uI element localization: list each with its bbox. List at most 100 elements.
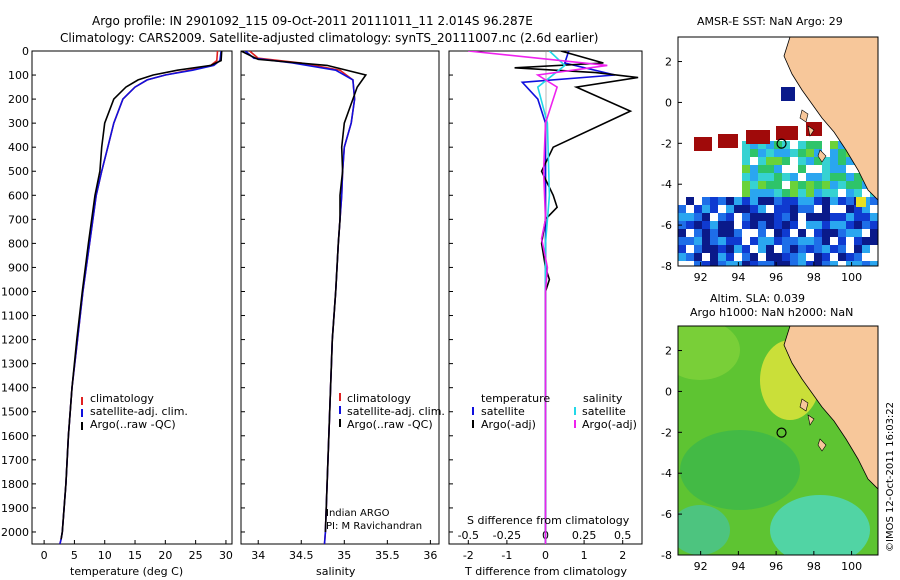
- sst-pixel: [710, 237, 718, 245]
- y-tick-label: 1300: [1, 358, 29, 371]
- sst-pixel: [678, 205, 686, 213]
- sst-pixel: [702, 213, 710, 221]
- legend-label-argo-s: Argo(..raw -QC): [347, 418, 433, 431]
- land-sumatra-altim: [783, 326, 878, 490]
- sst-pixel: [726, 205, 734, 213]
- sst-pixel: [758, 165, 766, 173]
- sst-pixel: [790, 181, 798, 189]
- sst-pixel: [822, 205, 830, 213]
- sst-pixel: [742, 245, 750, 253]
- sst-pixel: [742, 253, 750, 261]
- sst-pixel: [822, 245, 830, 253]
- sst-pixel: [838, 149, 846, 157]
- sst-pixel: [806, 157, 814, 165]
- sst-pixel: [702, 197, 710, 205]
- sst-pixel: [734, 197, 742, 205]
- sst-pixel: [758, 181, 766, 189]
- sst-pixel: [742, 141, 750, 149]
- sst-pixel: [862, 221, 870, 229]
- land-sumatra-sst: [783, 37, 878, 201]
- sst-pixel: [686, 213, 694, 221]
- sst-pixel: [790, 221, 798, 229]
- sst-pixel: [742, 157, 750, 165]
- salinity-panel: 34 34.5 35 35.5 36 salinity climatology sate…: [240, 50, 445, 578]
- sst-pixel: [798, 205, 806, 213]
- sst-pixel: [702, 221, 710, 229]
- legend-title-temperature: temperature: [481, 392, 550, 405]
- sst-pixel: [782, 149, 790, 157]
- sst-pixel: [774, 213, 782, 221]
- line-satellite-adj-clim-: [244, 51, 356, 544]
- sst-pixel: [774, 165, 782, 173]
- sst-pixel: [782, 261, 790, 266]
- map-x-tick-label: 100: [841, 271, 862, 284]
- sst-pixel: [766, 253, 774, 261]
- legend-label-s-argo: Argo(-adj): [582, 418, 637, 431]
- sst-pixel: [854, 229, 862, 237]
- salinity-lines: [241, 51, 368, 544]
- line-satellite-adj-clim-: [59, 51, 222, 544]
- sst-pixel: [742, 197, 750, 205]
- sst-pixel: [806, 237, 814, 245]
- map-y-tick-label: -8: [661, 260, 672, 273]
- sst-pixel: [758, 197, 766, 205]
- sst-pixel: [774, 261, 782, 266]
- sst-pixel: [718, 229, 726, 237]
- temperature-plot-frame: [31, 50, 233, 545]
- sst-pixel: [774, 197, 782, 205]
- sst-pixel: [782, 197, 790, 205]
- s-tick-label: 0.5: [614, 529, 632, 542]
- figure-title-line1: Argo profile: IN 2901092_115 09-Oct-2011…: [92, 14, 533, 28]
- sst-map-image: [678, 37, 878, 266]
- legend-label-satellite: satellite-adj. clim.: [90, 405, 188, 418]
- y-tick-label: 1900: [1, 502, 29, 515]
- legend-label-t-satellite: satellite: [481, 405, 525, 418]
- sst-pixel: [694, 237, 702, 245]
- sst-pixel: [742, 189, 750, 197]
- sst-pixel: [694, 221, 702, 229]
- altimetry-title-line1: Altim. SLA: 0.039: [710, 292, 805, 305]
- line-s-argo-adj-: [468, 51, 608, 544]
- line-climatology: [59, 51, 219, 544]
- sst-pixel: [742, 173, 750, 181]
- y-tick-label: 1500: [1, 406, 29, 419]
- map-x-tick-label: 100: [841, 560, 862, 573]
- sst-pixel: [846, 173, 854, 181]
- sst-map-panel: AMSR-E SST: NaN Argo: 29 92 94 96 98 100 2 0 -2…: [661, 15, 879, 284]
- sst-pixel: [678, 245, 686, 253]
- sst-pixel: [806, 245, 814, 253]
- sst-pixel: [830, 229, 838, 237]
- sst-pixel: [846, 197, 854, 205]
- sst-pixel: [758, 205, 766, 213]
- figure-title-line2: Climatology: CARS2009. Satellite-adjuste…: [60, 31, 598, 45]
- s-difference-axis-label: S difference from climatology: [467, 514, 630, 527]
- sst-warm-pixel: [718, 134, 738, 148]
- s-difference-axis: -0.5 -0.25 0 0.25 0.5: [458, 529, 632, 542]
- sst-pixel: [750, 165, 758, 173]
- sst-pixel: [798, 197, 806, 205]
- map-x-tick-label: 98: [807, 560, 821, 573]
- sst-pixel: [830, 245, 838, 253]
- y-tick-label: 800: [8, 237, 29, 250]
- sst-pixel: [694, 261, 702, 266]
- sst-pixel: [822, 173, 830, 181]
- sst-pixel: [750, 197, 758, 205]
- legend-label-s-satellite: satellite: [582, 405, 626, 418]
- sst-pixel: [750, 261, 758, 266]
- sst-pixel: [750, 189, 758, 197]
- sst-pixel: [846, 229, 854, 237]
- x-tick-label: 35.5: [375, 549, 400, 562]
- sst-pixel: [856, 197, 866, 207]
- sst-pixel: [822, 189, 830, 197]
- sst-pixel: [814, 157, 822, 165]
- y-tick-label: 300: [8, 117, 29, 130]
- sst-pixel: [806, 197, 814, 205]
- sst-pixel: [830, 149, 838, 157]
- difference-panel: -2 -1 0 1 2 -0.5 -0.25 0 0.25 0.5 S difference f…: [448, 50, 643, 578]
- sst-pixel: [846, 221, 854, 229]
- sst-pixel: [742, 261, 750, 266]
- sst-pixel: [870, 237, 878, 245]
- s-tick-label: -0.25: [493, 529, 521, 542]
- sst-pixel: [830, 173, 838, 181]
- sst-pixel: [694, 213, 702, 221]
